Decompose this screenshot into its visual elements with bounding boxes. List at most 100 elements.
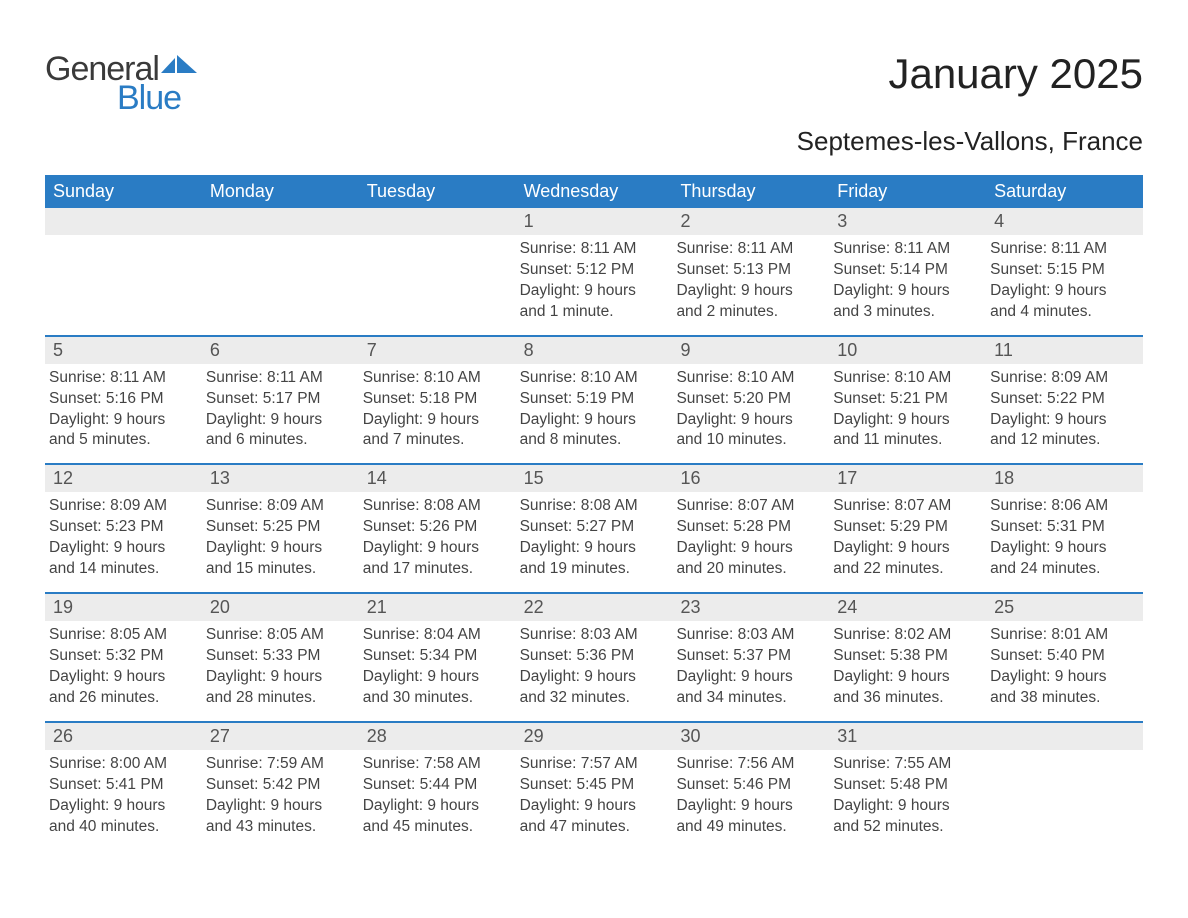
day-number: 4 <box>986 208 1143 235</box>
day-number: 25 <box>986 594 1143 621</box>
sunset-text: Sunset: 5:46 PM <box>676 775 825 796</box>
daylight-text-2: and 12 minutes. <box>990 430 1139 451</box>
day-number: 12 <box>45 465 202 492</box>
sunrise-text: Sunrise: 8:04 AM <box>363 625 512 646</box>
calendar-day-cell <box>202 208 359 327</box>
header-row: General Blue January 2025 <box>45 50 1143 118</box>
day-number: 16 <box>672 465 829 492</box>
calendar-day-cell: 20Sunrise: 8:05 AMSunset: 5:33 PMDayligh… <box>202 594 359 713</box>
day-content: Sunrise: 8:10 AMSunset: 5:19 PMDaylight:… <box>516 364 673 456</box>
daylight-text-2: and 8 minutes. <box>520 430 669 451</box>
calendar-day-cell: 30Sunrise: 7:56 AMSunset: 5:46 PMDayligh… <box>672 723 829 842</box>
day-content: Sunrise: 8:09 AMSunset: 5:25 PMDaylight:… <box>202 492 359 584</box>
daylight-text-2: and 3 minutes. <box>833 302 982 323</box>
daylight-text-2: and 11 minutes. <box>833 430 982 451</box>
day-content: Sunrise: 7:59 AMSunset: 5:42 PMDaylight:… <box>202 750 359 842</box>
page-title: January 2025 <box>888 50 1143 98</box>
day-number: 24 <box>829 594 986 621</box>
calendar-day-cell: 15Sunrise: 8:08 AMSunset: 5:27 PMDayligh… <box>516 465 673 584</box>
sunrise-text: Sunrise: 8:08 AM <box>520 496 669 517</box>
calendar-day-cell <box>45 208 202 327</box>
calendar-day-cell: 22Sunrise: 8:03 AMSunset: 5:36 PMDayligh… <box>516 594 673 713</box>
calendar-day-cell: 5Sunrise: 8:11 AMSunset: 5:16 PMDaylight… <box>45 337 202 456</box>
calendar-week: 1Sunrise: 8:11 AMSunset: 5:12 PMDaylight… <box>45 208 1143 327</box>
sunset-text: Sunset: 5:42 PM <box>206 775 355 796</box>
daylight-text-2: and 20 minutes. <box>676 559 825 580</box>
day-content: Sunrise: 8:00 AMSunset: 5:41 PMDaylight:… <box>45 750 202 842</box>
calendar-day-cell: 6Sunrise: 8:11 AMSunset: 5:17 PMDaylight… <box>202 337 359 456</box>
daylight-text-2: and 6 minutes. <box>206 430 355 451</box>
sunrise-text: Sunrise: 7:57 AM <box>520 754 669 775</box>
day-number <box>202 208 359 235</box>
day-content: Sunrise: 7:57 AMSunset: 5:45 PMDaylight:… <box>516 750 673 842</box>
sunset-text: Sunset: 5:31 PM <box>990 517 1139 538</box>
daylight-text-1: Daylight: 9 hours <box>363 538 512 559</box>
day-content: Sunrise: 8:01 AMSunset: 5:40 PMDaylight:… <box>986 621 1143 713</box>
day-content: Sunrise: 7:58 AMSunset: 5:44 PMDaylight:… <box>359 750 516 842</box>
daylight-text-2: and 2 minutes. <box>676 302 825 323</box>
day-content: Sunrise: 8:10 AMSunset: 5:21 PMDaylight:… <box>829 364 986 456</box>
day-number: 7 <box>359 337 516 364</box>
daylight-text-2: and 14 minutes. <box>49 559 198 580</box>
calendar-day-cell: 28Sunrise: 7:58 AMSunset: 5:44 PMDayligh… <box>359 723 516 842</box>
calendar-week: 26Sunrise: 8:00 AMSunset: 5:41 PMDayligh… <box>45 721 1143 842</box>
calendar-header-thursday: Thursday <box>672 175 829 208</box>
sunrise-text: Sunrise: 7:56 AM <box>676 754 825 775</box>
day-content: Sunrise: 8:11 AMSunset: 5:16 PMDaylight:… <box>45 364 202 456</box>
calendar-day-cell: 2Sunrise: 8:11 AMSunset: 5:13 PMDaylight… <box>672 208 829 327</box>
daylight-text-1: Daylight: 9 hours <box>206 538 355 559</box>
calendar-day-cell <box>986 723 1143 842</box>
calendar-week: 5Sunrise: 8:11 AMSunset: 5:16 PMDaylight… <box>45 335 1143 456</box>
daylight-text-2: and 36 minutes. <box>833 688 982 709</box>
sunrise-text: Sunrise: 8:02 AM <box>833 625 982 646</box>
calendar-day-cell: 29Sunrise: 7:57 AMSunset: 5:45 PMDayligh… <box>516 723 673 842</box>
day-number: 26 <box>45 723 202 750</box>
daylight-text-1: Daylight: 9 hours <box>520 538 669 559</box>
sunset-text: Sunset: 5:29 PM <box>833 517 982 538</box>
sunrise-text: Sunrise: 7:55 AM <box>833 754 982 775</box>
calendar-day-cell: 23Sunrise: 8:03 AMSunset: 5:37 PMDayligh… <box>672 594 829 713</box>
day-number: 28 <box>359 723 516 750</box>
day-content: Sunrise: 8:04 AMSunset: 5:34 PMDaylight:… <box>359 621 516 713</box>
sunset-text: Sunset: 5:20 PM <box>676 389 825 410</box>
calendar-week: 19Sunrise: 8:05 AMSunset: 5:32 PMDayligh… <box>45 592 1143 713</box>
sunset-text: Sunset: 5:22 PM <box>990 389 1139 410</box>
daylight-text-1: Daylight: 9 hours <box>833 667 982 688</box>
daylight-text-1: Daylight: 9 hours <box>363 796 512 817</box>
location-subtitle: Septemes-les-Vallons, France <box>797 126 1143 156</box>
day-content: Sunrise: 8:03 AMSunset: 5:36 PMDaylight:… <box>516 621 673 713</box>
calendar-day-cell: 11Sunrise: 8:09 AMSunset: 5:22 PMDayligh… <box>986 337 1143 456</box>
sunset-text: Sunset: 5:26 PM <box>363 517 512 538</box>
sunset-text: Sunset: 5:16 PM <box>49 389 198 410</box>
sunrise-text: Sunrise: 8:09 AM <box>206 496 355 517</box>
daylight-text-1: Daylight: 9 hours <box>206 667 355 688</box>
sunrise-text: Sunrise: 8:08 AM <box>363 496 512 517</box>
calendar-day-cell: 31Sunrise: 7:55 AMSunset: 5:48 PMDayligh… <box>829 723 986 842</box>
weeks-container: 1Sunrise: 8:11 AMSunset: 5:12 PMDaylight… <box>45 208 1143 841</box>
sunrise-text: Sunrise: 8:11 AM <box>990 239 1139 260</box>
sunset-text: Sunset: 5:18 PM <box>363 389 512 410</box>
day-number: 19 <box>45 594 202 621</box>
sunset-text: Sunset: 5:25 PM <box>206 517 355 538</box>
daylight-text-1: Daylight: 9 hours <box>49 410 198 431</box>
day-content: Sunrise: 8:02 AMSunset: 5:38 PMDaylight:… <box>829 621 986 713</box>
sunrise-text: Sunrise: 8:11 AM <box>676 239 825 260</box>
logo-text-blue: Blue <box>117 79 181 118</box>
sunrise-text: Sunrise: 8:07 AM <box>676 496 825 517</box>
daylight-text-1: Daylight: 9 hours <box>363 410 512 431</box>
daylight-text-2: and 22 minutes. <box>833 559 982 580</box>
daylight-text-2: and 30 minutes. <box>363 688 512 709</box>
day-content: Sunrise: 8:05 AMSunset: 5:33 PMDaylight:… <box>202 621 359 713</box>
sunset-text: Sunset: 5:17 PM <box>206 389 355 410</box>
calendar-day-cell: 13Sunrise: 8:09 AMSunset: 5:25 PMDayligh… <box>202 465 359 584</box>
daylight-text-1: Daylight: 9 hours <box>206 410 355 431</box>
day-number: 29 <box>516 723 673 750</box>
daylight-text-2: and 4 minutes. <box>990 302 1139 323</box>
day-number: 2 <box>672 208 829 235</box>
daylight-text-1: Daylight: 9 hours <box>676 538 825 559</box>
day-number: 8 <box>516 337 673 364</box>
sunset-text: Sunset: 5:40 PM <box>990 646 1139 667</box>
daylight-text-1: Daylight: 9 hours <box>833 796 982 817</box>
sunrise-text: Sunrise: 8:05 AM <box>49 625 198 646</box>
day-content: Sunrise: 8:07 AMSunset: 5:28 PMDaylight:… <box>672 492 829 584</box>
